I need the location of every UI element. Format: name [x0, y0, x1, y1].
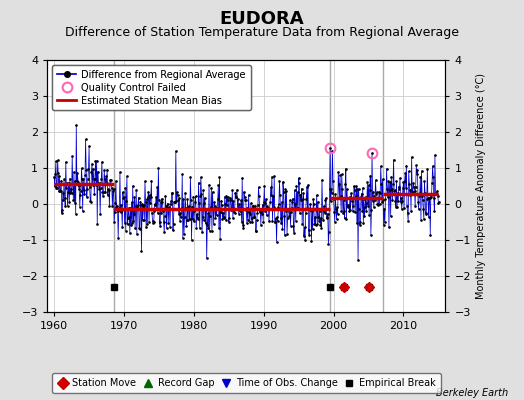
Legend: Difference from Regional Average, Quality Control Failed, Estimated Station Mean: Difference from Regional Average, Qualit… — [52, 65, 250, 110]
Text: Difference of Station Temperature Data from Regional Average: Difference of Station Temperature Data f… — [65, 26, 459, 39]
Y-axis label: Monthly Temperature Anomaly Difference (°C): Monthly Temperature Anomaly Difference (… — [476, 73, 486, 299]
Legend: Station Move, Record Gap, Time of Obs. Change, Empirical Break: Station Move, Record Gap, Time of Obs. C… — [52, 374, 441, 393]
Text: EUDORA: EUDORA — [220, 10, 304, 28]
Text: Berkeley Earth: Berkeley Earth — [436, 388, 508, 398]
